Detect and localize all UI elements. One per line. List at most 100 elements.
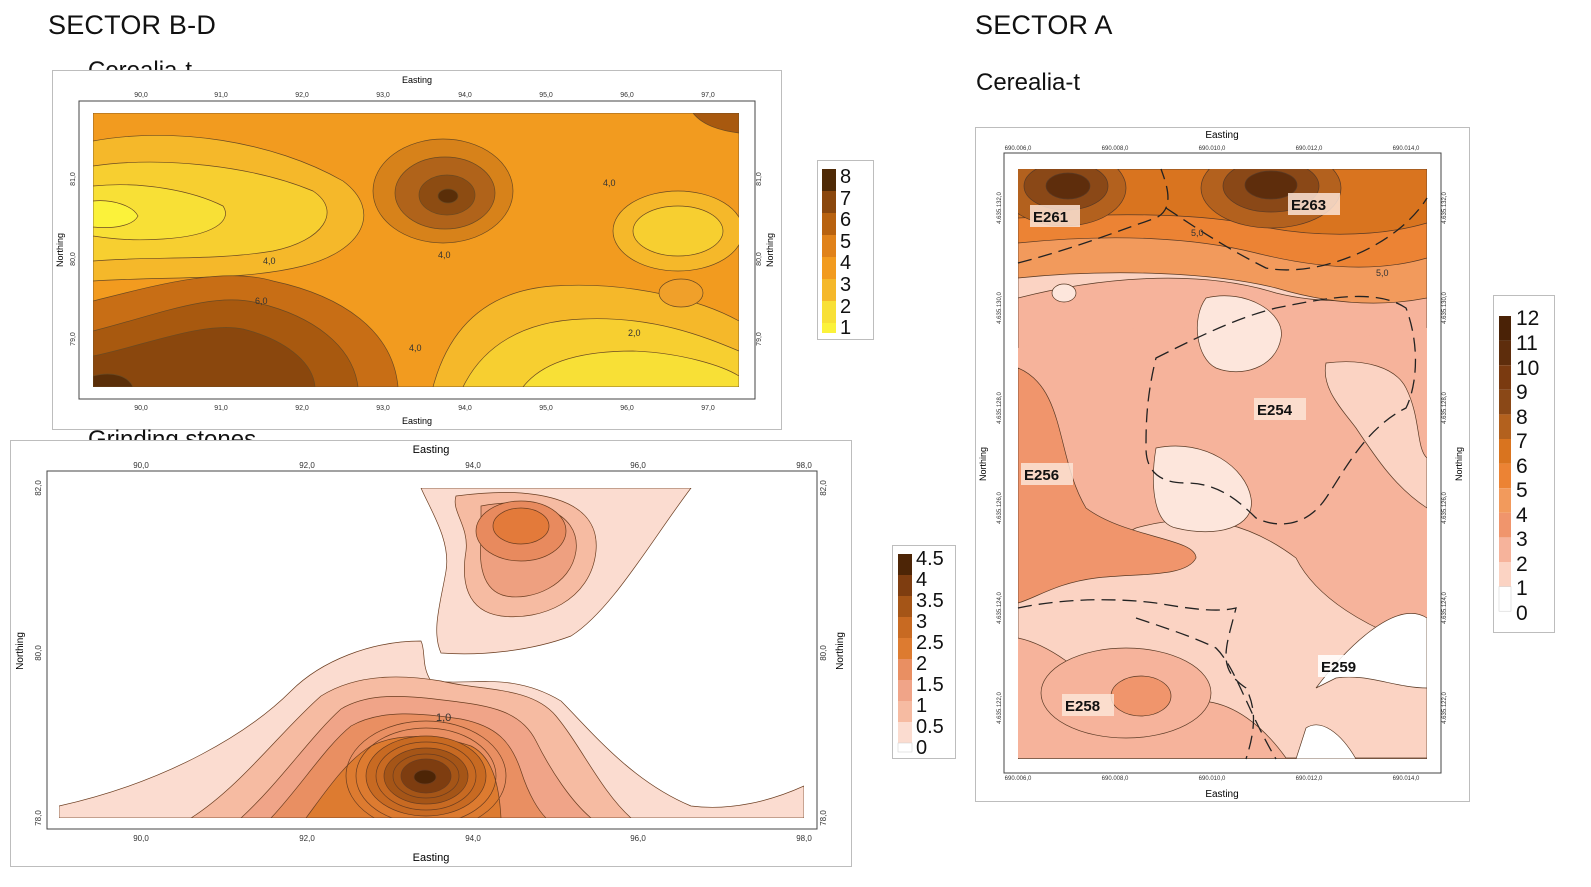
- bd-cerealia-map: 4,0 4,0 4,0 6,0 4,0 2,0 Easting Easting …: [52, 70, 782, 430]
- bd-grinding-contour-svg: 1,0 Easting Easting Northing Northing 90…: [15, 444, 846, 864]
- svg-text:10: 10: [1516, 357, 1539, 380]
- svg-text:4.635.132,0: 4.635.132,0: [1442, 191, 1448, 223]
- svg-text:94,0: 94,0: [465, 461, 481, 470]
- svg-text:91,0: 91,0: [214, 92, 228, 99]
- svg-text:95,0: 95,0: [539, 405, 553, 412]
- svg-text:82,0: 82,0: [819, 480, 828, 496]
- svg-text:96,0: 96,0: [620, 405, 634, 412]
- svg-text:2: 2: [1516, 553, 1528, 576]
- a-contour-label: 5,0: [1376, 268, 1389, 278]
- svg-text:81,0: 81,0: [70, 172, 77, 186]
- structure-label-e259: E259: [1321, 659, 1356, 676]
- bd-gs-axis-right: Northing: [835, 632, 846, 670]
- svg-text:4: 4: [840, 252, 851, 274]
- svg-text:2: 2: [916, 653, 927, 675]
- svg-text:690.006,0: 690.006,0: [1005, 146, 1032, 152]
- svg-text:6: 6: [1516, 455, 1528, 478]
- bd-gs-contour-label: 1,0: [436, 712, 451, 724]
- svg-text:0: 0: [1516, 602, 1528, 625]
- svg-text:3: 3: [916, 611, 927, 633]
- bd-cer-axis-bottom: Easting: [402, 416, 432, 426]
- svg-text:98,0: 98,0: [796, 461, 812, 470]
- svg-text:93,0: 93,0: [376, 92, 390, 99]
- svg-text:4.635.124,0: 4.635.124,0: [997, 591, 1003, 623]
- bd-gs-axis-bottom: Easting: [413, 852, 450, 864]
- bd-gs-axis-top: Easting: [413, 444, 450, 456]
- structure-label-e261: E261: [1033, 209, 1068, 226]
- svg-text:82,0: 82,0: [34, 480, 43, 496]
- svg-text:78,0: 78,0: [819, 810, 828, 826]
- svg-text:4.635.122,0: 4.635.122,0: [997, 691, 1003, 723]
- svg-text:0.5: 0.5: [916, 716, 944, 738]
- svg-text:690.008,0: 690.008,0: [1102, 146, 1129, 152]
- svg-text:7: 7: [1516, 430, 1528, 453]
- bd-grinding-legend-svg: 4.5 4 3.5 3 2.5 2 1.5 1 0.5 0: [897, 548, 944, 759]
- svg-text:0: 0: [916, 737, 927, 758]
- svg-text:7: 7: [840, 188, 851, 210]
- svg-text:90,0: 90,0: [134, 405, 148, 412]
- bd-cer-contour-label: 4,0: [409, 343, 422, 353]
- svg-text:690.012,0: 690.012,0: [1296, 146, 1323, 152]
- svg-text:4.635.128,0: 4.635.128,0: [1442, 391, 1448, 423]
- svg-text:690.014,0: 690.014,0: [1393, 776, 1420, 782]
- svg-text:4.635.130,0: 4.635.130,0: [997, 291, 1003, 323]
- svg-text:90,0: 90,0: [133, 834, 149, 843]
- svg-text:3: 3: [840, 274, 851, 296]
- svg-text:94,0: 94,0: [458, 92, 472, 99]
- bd-cer-axis-right: Northing: [765, 233, 775, 267]
- svg-text:12: 12: [1516, 307, 1539, 330]
- sector-bd-title: SECTOR B-D: [48, 10, 217, 40]
- svg-text:1: 1: [1516, 577, 1528, 600]
- svg-text:690.010,0: 690.010,0: [1199, 776, 1226, 782]
- bd-cer-contour-label: 4,0: [603, 178, 616, 188]
- svg-text:92,0: 92,0: [295, 92, 309, 99]
- bd-cer-axis-left: Northing: [55, 233, 65, 267]
- structure-label-e256: E256: [1024, 467, 1059, 484]
- a-contour-label: 5,0: [1191, 228, 1204, 238]
- a-cerealia-legend: 12 11 10 9 8 7 6 5 4 3 2 1 0: [1493, 295, 1555, 633]
- svg-text:96,0: 96,0: [630, 834, 646, 843]
- svg-text:4.635.128,0: 4.635.128,0: [997, 391, 1003, 423]
- svg-text:93,0: 93,0: [376, 405, 390, 412]
- bd-grinding-legend: 4.5 4 3.5 3 2.5 2 1.5 1 0.5 0: [892, 545, 956, 759]
- svg-text:98,0: 98,0: [796, 834, 812, 843]
- a-axis-right: Northing: [1454, 447, 1464, 481]
- svg-text:96,0: 96,0: [620, 92, 634, 99]
- bd-grinding-map: 1,0 Easting Easting Northing Northing 90…: [10, 440, 852, 867]
- svg-text:2.5: 2.5: [916, 632, 944, 654]
- svg-text:690.014,0: 690.014,0: [1393, 146, 1420, 152]
- a-cerealia-legend-svg: 12 11 10 9 8 7 6 5 4 3 2 1 0: [1498, 307, 1539, 625]
- svg-text:94,0: 94,0: [458, 405, 472, 412]
- a-cerealia-contour-svg: 5,0 5,0 E261 E263 E254 E256 E259 E258 Ea…: [978, 130, 1464, 800]
- svg-text:4.635.124,0: 4.635.124,0: [1442, 591, 1448, 623]
- a-axis-left: Northing: [978, 447, 988, 481]
- svg-text:1.5: 1.5: [916, 674, 944, 696]
- svg-text:690.006,0: 690.006,0: [1005, 776, 1032, 782]
- svg-text:81,0: 81,0: [756, 172, 763, 186]
- bd-cerealia-legend-svg: 8 7 6 5 4 3 2 1: [822, 166, 851, 339]
- svg-text:92,0: 92,0: [295, 405, 309, 412]
- svg-text:80,0: 80,0: [34, 645, 43, 661]
- svg-text:4.635.132,0: 4.635.132,0: [997, 191, 1003, 223]
- svg-text:11: 11: [1516, 332, 1538, 355]
- bd-cerealia-legend: 8 7 6 5 4 3 2 1: [817, 160, 874, 340]
- svg-text:80,0: 80,0: [819, 645, 828, 661]
- bd-cer-contour-label: 4,0: [263, 256, 276, 266]
- svg-text:4.635.130,0: 4.635.130,0: [1442, 291, 1448, 323]
- sector-a-title: SECTOR A: [975, 10, 1113, 40]
- svg-text:4.5: 4.5: [916, 548, 944, 570]
- bd-cer-axis-top: Easting: [402, 75, 432, 85]
- bd-cer-contour-label: 4,0: [438, 250, 451, 260]
- svg-text:690.010,0: 690.010,0: [1199, 146, 1226, 152]
- bd-gs-axis-left: Northing: [15, 632, 26, 670]
- svg-text:78,0: 78,0: [34, 810, 43, 826]
- svg-text:90,0: 90,0: [134, 92, 148, 99]
- svg-text:4.635.126,0: 4.635.126,0: [1442, 491, 1448, 523]
- svg-text:690.008,0: 690.008,0: [1102, 776, 1129, 782]
- bd-cer-contour-label: 6,0: [255, 296, 268, 306]
- svg-text:79,0: 79,0: [70, 332, 77, 346]
- svg-text:2: 2: [840, 296, 851, 318]
- svg-text:92,0: 92,0: [299, 834, 315, 843]
- a-cerealia-title: Cerealia-t: [976, 69, 1081, 96]
- svg-text:5: 5: [840, 231, 851, 253]
